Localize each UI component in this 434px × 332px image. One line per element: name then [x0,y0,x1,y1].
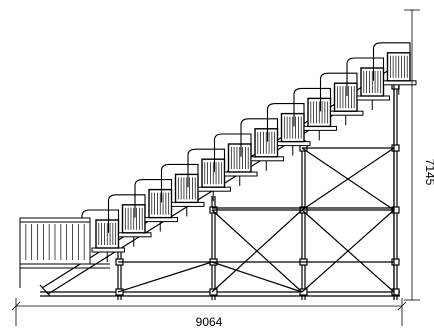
width-dimension-line [11,298,407,326]
scaffold-coupler [299,288,308,296]
guardrail [372,42,411,81]
guardrail [266,103,305,142]
scaffold-brace [301,147,395,211]
guardrail [293,87,332,127]
guardrail [107,194,146,233]
scaffold-coupler [209,288,218,296]
seating-step [293,87,337,141]
seating-step [213,133,258,186]
seating-step [187,148,231,202]
seating-step [240,118,284,171]
seating-step [134,179,178,232]
guardrail [160,163,199,203]
height-dimension-label: 7145 [423,159,434,186]
seating-step [266,103,311,156]
guardrail [187,148,226,188]
scaffold-brace [117,261,213,293]
scaffold-frame [40,72,400,300]
bottom-landing [19,217,110,288]
guardrail [319,72,358,112]
seating-step [107,194,152,247]
guardrail [213,133,252,172]
scaffold-brace [211,261,303,293]
guardrail [240,118,279,157]
scaffold-brace [301,209,395,293]
seating-step [81,209,125,262]
scaffold-brace [211,209,303,293]
seating-steps [81,42,417,262]
width-dimension-label: 9064 [196,315,223,329]
scaffold-coupler [391,288,400,296]
seating-step [160,163,205,217]
guardrail [81,209,120,248]
guardrail [134,179,173,218]
height-dimension-line [404,9,420,301]
guardrail [346,57,385,96]
seating-step [372,42,417,95]
seating-step [319,72,364,126]
